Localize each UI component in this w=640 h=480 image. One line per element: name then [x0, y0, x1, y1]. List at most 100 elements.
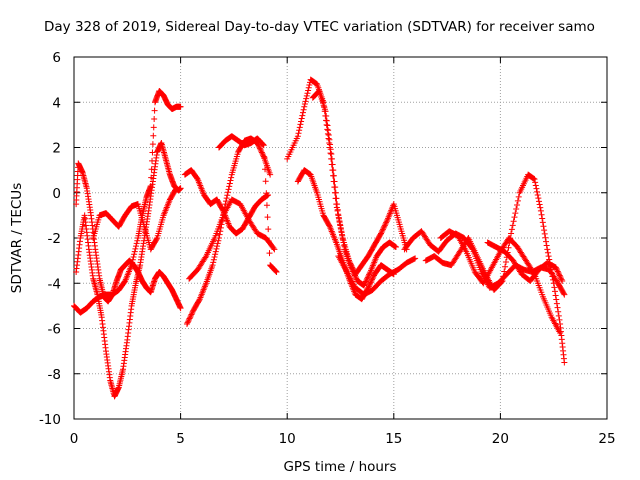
data-point	[215, 237, 222, 244]
data-point	[535, 195, 542, 202]
data-point	[369, 276, 376, 283]
data-point	[189, 310, 196, 317]
data-point	[303, 92, 310, 99]
data-point	[548, 270, 555, 277]
data-point	[534, 188, 541, 195]
data-point	[336, 219, 343, 226]
y-tick-label: 6	[52, 50, 61, 66]
data-point	[263, 202, 270, 209]
data-point	[213, 245, 220, 252]
data-point	[561, 291, 568, 298]
data-point	[366, 271, 373, 278]
data-point	[378, 230, 385, 237]
data-point	[559, 277, 566, 284]
data-point	[325, 132, 332, 139]
data-point	[537, 204, 544, 211]
data-point	[259, 150, 266, 157]
y-tick-label: 4	[52, 95, 61, 111]
data-point	[558, 276, 565, 283]
data-point	[337, 222, 344, 229]
data-point	[540, 223, 547, 230]
data-point	[557, 273, 564, 280]
data-point	[296, 124, 303, 131]
series-arc15	[437, 228, 564, 337]
data-point	[360, 282, 367, 289]
data-point	[294, 133, 301, 140]
data-point	[554, 268, 561, 275]
data-point	[187, 312, 194, 319]
data-point	[498, 278, 505, 285]
data-point	[554, 267, 561, 274]
data-point	[186, 315, 193, 322]
data-point	[255, 142, 262, 149]
data-point	[381, 223, 388, 230]
data-point	[338, 229, 345, 236]
data-point	[173, 185, 180, 192]
data-point	[324, 122, 331, 129]
data-point	[512, 210, 519, 217]
data-point	[556, 272, 563, 279]
data-point	[370, 273, 377, 280]
data-point	[271, 246, 278, 253]
data-point	[262, 178, 269, 185]
data-point	[552, 264, 559, 271]
data-point	[555, 308, 562, 315]
data-point	[539, 215, 546, 222]
data-point	[364, 274, 371, 281]
data-point	[536, 201, 543, 208]
data-point	[270, 245, 277, 252]
data-point	[368, 277, 375, 284]
data-point	[326, 136, 333, 143]
y-tick-label: 0	[52, 186, 61, 202]
data-point	[187, 314, 194, 321]
data-point	[151, 107, 158, 114]
data-point	[211, 254, 218, 261]
data-point	[331, 178, 338, 185]
data-point	[339, 236, 346, 243]
y-axis-label: SDTVAR / TECUs	[9, 183, 25, 293]
data-point	[336, 215, 343, 222]
data-point	[325, 127, 332, 134]
data-point	[129, 256, 136, 263]
data-point	[129, 259, 136, 266]
data-point	[149, 157, 156, 164]
data-point	[202, 254, 209, 261]
data-point	[555, 269, 562, 276]
data-point	[225, 186, 232, 193]
data-point	[210, 256, 217, 263]
data-point	[332, 184, 339, 191]
data-point	[508, 230, 515, 237]
data-point	[380, 225, 387, 232]
data-point	[328, 151, 335, 158]
data-point	[209, 262, 216, 269]
data-point	[334, 201, 341, 208]
data-point	[532, 179, 539, 186]
data-point	[361, 281, 368, 288]
data-point	[515, 193, 522, 200]
data-point	[299, 112, 306, 119]
data-point	[151, 115, 158, 122]
data-point	[302, 98, 309, 105]
data-point	[352, 273, 359, 280]
data-point	[550, 280, 557, 287]
data-point	[298, 115, 305, 122]
data-point	[259, 140, 266, 147]
data-point	[544, 249, 551, 256]
data-point	[499, 277, 506, 284]
data-point	[366, 282, 373, 289]
data-point	[265, 226, 272, 233]
data-point	[224, 192, 231, 199]
data-point	[149, 149, 156, 156]
data-point	[133, 240, 140, 247]
series-arc1	[73, 139, 184, 400]
x-tick-label: 25	[598, 431, 615, 447]
data-point	[326, 222, 333, 229]
data-point	[301, 101, 308, 108]
data-point	[306, 82, 313, 89]
data-point	[532, 182, 539, 189]
x-tick-label: 15	[385, 431, 402, 447]
data-point	[133, 243, 140, 250]
data-point	[348, 265, 355, 272]
data-point	[541, 227, 548, 234]
data-point	[332, 189, 339, 196]
